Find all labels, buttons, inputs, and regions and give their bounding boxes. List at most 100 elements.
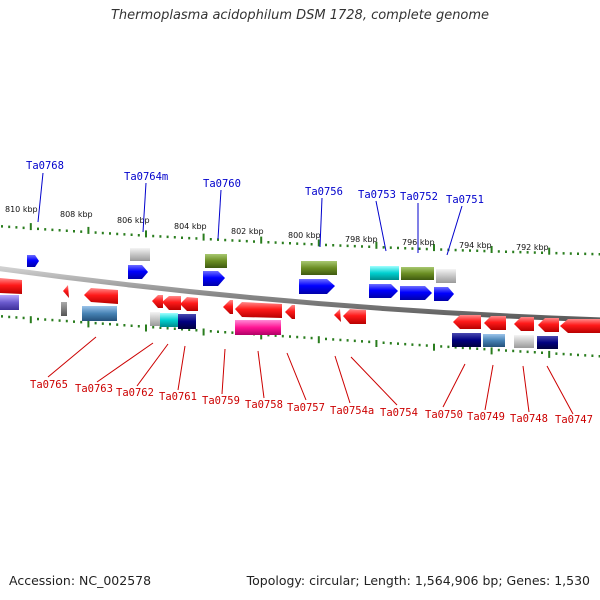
scale-minor-tick (267, 333, 270, 337)
leader-line (446, 205, 463, 256)
scale-minor-tick (346, 244, 349, 248)
scale-major-tick (145, 230, 147, 238)
gene-arrow (369, 284, 398, 298)
scale-major-tick (260, 236, 263, 244)
scale-minor-tick (505, 349, 507, 352)
gene-block (370, 266, 399, 280)
scale-minor-tick (101, 322, 104, 325)
scale-minor-tick (389, 246, 392, 249)
gene-label: Ta0764m (124, 171, 168, 183)
scale-minor-tick (195, 237, 198, 240)
gene-arrow (152, 295, 163, 308)
scale-major-tick (202, 233, 205, 241)
scale-minor-tick (188, 236, 191, 240)
scale-minor-tick (440, 345, 443, 348)
scale-minor-tick (44, 318, 47, 321)
scale-minor-tick (51, 228, 54, 232)
scale-minor-tick (497, 348, 500, 352)
scale-minor-tick (447, 345, 450, 349)
gene-label: Ta0754a (330, 405, 374, 417)
scale-minor-tick (598, 355, 600, 358)
scale-major-tick (548, 350, 551, 358)
scale-minor-tick (440, 248, 443, 251)
scale-minor-tick (469, 249, 471, 252)
scale-minor-tick (289, 242, 291, 245)
gene-block (483, 334, 505, 347)
gene-arrow (162, 296, 181, 310)
scale-minor-tick (598, 253, 600, 256)
scale-minor-tick (346, 339, 349, 342)
scale-minor-tick (296, 242, 299, 245)
scale-minor-tick (44, 228, 47, 231)
scale-minor-tick (65, 319, 68, 323)
scale-minor-tick (382, 341, 385, 344)
gene-label: Ta0756 (305, 186, 343, 198)
scale-minor-tick (339, 244, 342, 247)
gene-labels-bottom: Ta0765 Ta0763 Ta0762 Ta0761 Ta0759 Ta075… (30, 379, 593, 426)
gene-label: Ta0757 (287, 402, 325, 414)
forward-strand-features (27, 248, 456, 301)
scale-minor-tick (281, 241, 284, 245)
gene-arrow (299, 279, 335, 294)
scale-minor-tick (591, 252, 594, 256)
leader-line (96, 342, 154, 383)
scale-minor-tick (224, 238, 227, 242)
gene-block (401, 267, 434, 280)
scale-minor-tick (101, 231, 104, 235)
scale-minor-tick (469, 347, 471, 350)
gene-arrow (538, 318, 559, 332)
leader-line (142, 182, 147, 233)
gene-arrow (63, 285, 69, 298)
scale-minor-tick (382, 246, 385, 249)
scale-minor-tick (231, 331, 234, 334)
scale-minor-tick (584, 252, 587, 256)
scale-minor-tick (310, 243, 313, 246)
scale-minor-tick (303, 242, 306, 246)
gene-label: Ta0754 (380, 407, 418, 419)
scale-minor-tick (555, 251, 558, 255)
leader-line (484, 364, 494, 411)
scale-minor-tick (389, 342, 392, 345)
gene-block (150, 312, 160, 326)
scale-major-tick (490, 347, 493, 355)
scale-minor-tick (73, 320, 75, 323)
scale-minor-tick (332, 338, 335, 341)
scale-minor-tick (1, 225, 3, 228)
scale-minor-tick (274, 241, 277, 244)
scale-major-tick (260, 332, 263, 340)
scale-minor-tick (505, 250, 507, 253)
scale-minor-tick (15, 226, 18, 229)
gene-block (301, 261, 337, 275)
scale-minor-tick (109, 232, 111, 235)
scale-minor-tick (361, 245, 363, 248)
scale-minor-tick (224, 331, 227, 334)
scale-minor-tick (238, 239, 241, 242)
gene-block (0, 295, 19, 310)
scale-major-tick (375, 340, 378, 347)
scale-minor-tick (80, 320, 83, 324)
scale-minor-tick (461, 346, 464, 350)
gene-arrow (84, 288, 118, 304)
scale-major-tick (433, 343, 435, 351)
scale-minor-tick (137, 234, 140, 237)
scale-minor-tick (577, 252, 579, 255)
gene-label: Ta0762 (116, 387, 154, 399)
scale-minor-tick (526, 350, 529, 354)
gene-label: Ta0761 (159, 391, 197, 403)
scale-major-tick (490, 246, 493, 253)
scale-major-tick (87, 320, 90, 328)
genome-summary-text: Topology: circular; Length: 1,564,906 bp… (246, 573, 590, 588)
scale-minor-tick (296, 335, 299, 339)
leader-line (334, 355, 351, 404)
scale-minor-tick (15, 316, 18, 319)
scale-minor-tick (8, 315, 11, 319)
gene-label: Ta0747 (555, 414, 593, 426)
leader-line (136, 343, 169, 387)
gene-label: Ta0760 (203, 178, 241, 190)
scale-minor-tick (332, 244, 335, 247)
scale-minor-tick (461, 249, 464, 252)
scale-minor-tick (116, 232, 119, 236)
scale-minor-tick (533, 251, 536, 254)
scale-major-tick (433, 244, 435, 252)
